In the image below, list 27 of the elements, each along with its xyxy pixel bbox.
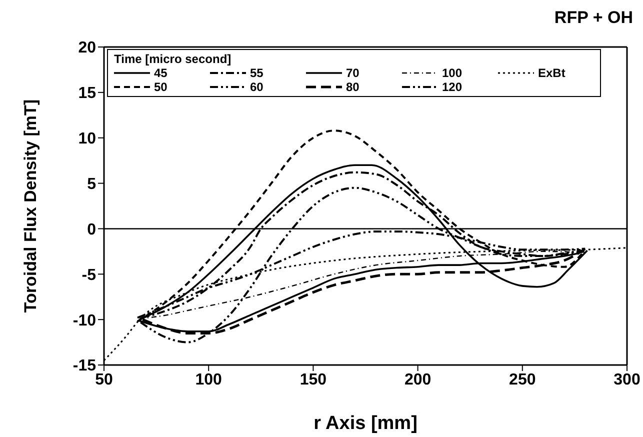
legend-label: 120: [442, 80, 462, 94]
x-tick-label: 200: [404, 371, 432, 388]
y-tick-label: -10: [72, 312, 96, 330]
y-axis-title: Toroidal Flux Density [mT]: [21, 99, 40, 313]
x-tick-label: 250: [509, 371, 536, 388]
x-axis-title: r Axis [mm]: [314, 413, 418, 434]
y-tick-label: -5: [82, 266, 96, 284]
legend-label: 80: [346, 80, 360, 94]
x-tick-label: 300: [614, 371, 640, 388]
y-tick-label: 5: [87, 176, 96, 193]
x-tick-label: 50: [95, 371, 113, 388]
legend-label: 100: [442, 66, 462, 80]
legend-label: 55: [250, 66, 264, 80]
legend-label: 45: [154, 66, 168, 80]
legend-title: Time [micro second]: [114, 52, 232, 66]
y-tick-label: -15: [72, 358, 96, 375]
chart-title: RFP + OH: [554, 8, 633, 28]
x-tick-label: 150: [300, 371, 327, 388]
x-tick-label: 100: [195, 371, 222, 388]
y-tick-label: 15: [78, 85, 96, 102]
legend-label: 70: [346, 66, 360, 80]
y-tick-label: 0: [87, 221, 96, 238]
legend-label: 50: [154, 80, 168, 94]
legend-label: ExBt: [538, 66, 566, 80]
legend-label: 60: [250, 80, 264, 94]
y-tick-label: 10: [78, 130, 96, 148]
y-tick-label: 20: [78, 40, 96, 57]
